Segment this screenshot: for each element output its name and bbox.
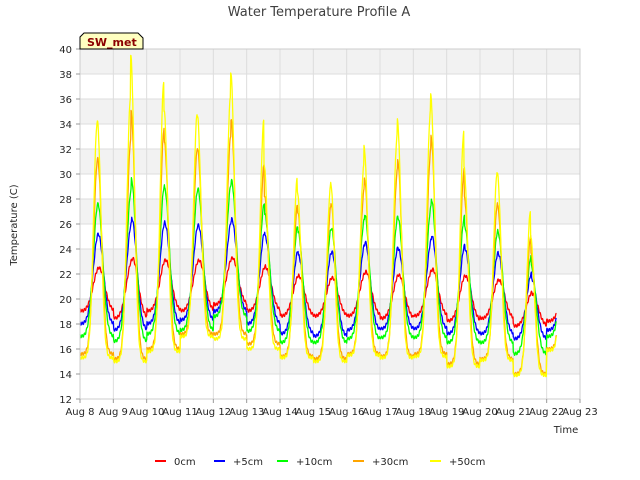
y-tick-label: 26 bbox=[59, 220, 72, 231]
station-badge: SW_met bbox=[79, 32, 144, 50]
y-tick-label: 38 bbox=[59, 70, 72, 81]
x-tick-label: Aug 11 bbox=[162, 407, 197, 418]
legend-label: +10cm bbox=[296, 457, 332, 468]
y-tick-label: 22 bbox=[59, 270, 72, 281]
y-tick-label: 32 bbox=[59, 145, 72, 156]
plot-band bbox=[80, 49, 580, 74]
series-layer bbox=[79, 54, 558, 378]
x-tick-label: Aug 22 bbox=[529, 407, 564, 418]
plot-band bbox=[80, 99, 580, 124]
x-tick-label: Aug 14 bbox=[262, 407, 297, 418]
legend-label: +5cm bbox=[233, 457, 263, 468]
plot-band bbox=[80, 124, 580, 149]
x-tick-label: Aug 8 bbox=[65, 407, 94, 418]
plot-band bbox=[80, 374, 580, 399]
x-tick-label: Aug 10 bbox=[129, 407, 164, 418]
x-tick-label: Aug 15 bbox=[296, 407, 331, 418]
x-tick-label: Aug 17 bbox=[362, 407, 397, 418]
x-tick-label: Aug 16 bbox=[329, 407, 364, 418]
y-axis-title: Temperature (C) bbox=[9, 184, 20, 266]
y-tick-label: 30 bbox=[59, 170, 72, 181]
x-tick-label: Aug 9 bbox=[99, 407, 128, 418]
y-tick-label: 28 bbox=[59, 195, 72, 206]
plot-band bbox=[80, 324, 580, 349]
legend: 0cm +5cm +10cm +30cm +50cm bbox=[155, 457, 485, 468]
series-line-plus-5cm bbox=[79, 216, 557, 341]
station-badge-box bbox=[79, 32, 144, 50]
y-tick-label: 12 bbox=[59, 395, 72, 406]
series-line-plus-50cm bbox=[79, 54, 558, 378]
y-tick-label: 24 bbox=[59, 245, 72, 256]
series-line-0cm bbox=[79, 256, 557, 328]
y-tick-label: 36 bbox=[59, 95, 72, 106]
x-tick-label: Aug 18 bbox=[396, 407, 431, 418]
x-tick-label: Aug 21 bbox=[496, 407, 531, 418]
y-tick-label: 14 bbox=[59, 370, 72, 381]
x-tick-label: Aug 23 bbox=[562, 407, 597, 418]
y-tick-label: 34 bbox=[59, 120, 72, 131]
x-tick-label: Aug 19 bbox=[429, 407, 464, 418]
y-tick-label: 40 bbox=[59, 45, 72, 56]
chart-title: Water Temperature Profile A bbox=[228, 5, 411, 20]
y-tick-label: 16 bbox=[59, 345, 72, 356]
plot-band bbox=[80, 299, 580, 324]
y-tick-label: 20 bbox=[59, 295, 72, 306]
station-badge-label: SW_met bbox=[87, 36, 137, 49]
plot-band bbox=[80, 74, 580, 99]
legend-label: +30cm bbox=[372, 457, 408, 468]
x-tick-label: Aug 20 bbox=[462, 407, 497, 418]
plot-band bbox=[80, 349, 580, 374]
y-tick-label: 18 bbox=[59, 320, 72, 331]
x-tick-label: Aug 13 bbox=[229, 407, 264, 418]
plot-band bbox=[80, 149, 580, 174]
legend-label: 0cm bbox=[174, 457, 196, 468]
x-tick-label: Aug 12 bbox=[196, 407, 231, 418]
x-axis-title: Time bbox=[553, 425, 578, 436]
legend-label: +50cm bbox=[449, 457, 485, 468]
y-axis: 12 14 16 18 20 22 24 26 28 30 32 34 36 38 40 bbox=[59, 45, 80, 406]
